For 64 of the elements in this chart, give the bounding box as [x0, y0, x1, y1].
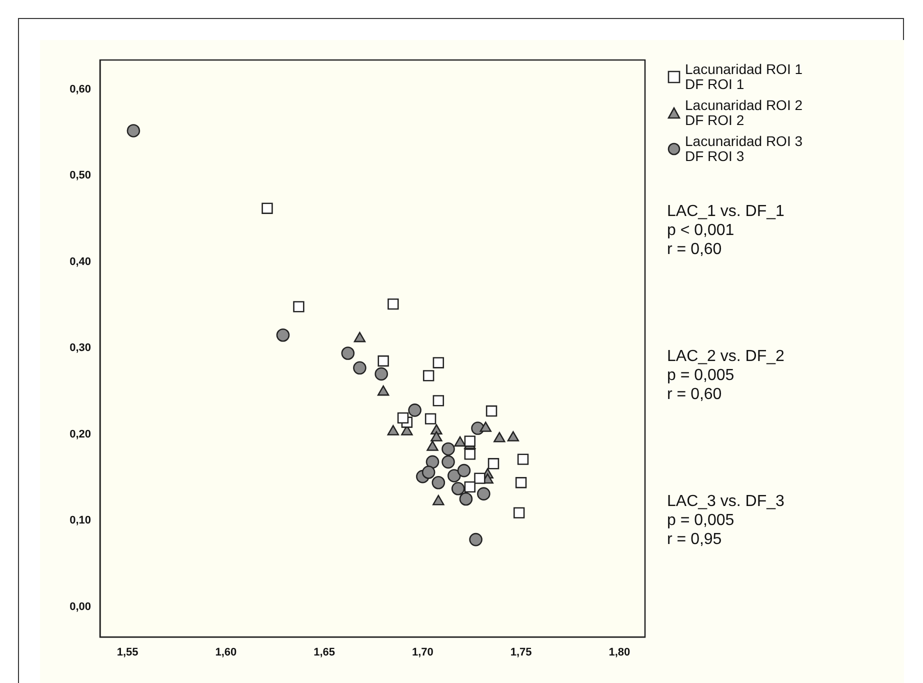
y-tick-label: 0,30	[70, 342, 91, 354]
point	[469, 532, 482, 546]
point	[515, 477, 527, 488]
point	[353, 361, 366, 375]
point	[464, 448, 476, 460]
point	[430, 431, 442, 442]
text: LAC_2 vs. DF_2 p = 0,005 r = 0,60	[667, 347, 784, 405]
point	[477, 487, 490, 500]
x-tick-label: 1,80	[608, 646, 630, 659]
point	[378, 355, 389, 367]
text: LAC_3 vs. DF_3 p = 0,005 r = 0,95	[667, 492, 784, 550]
y-tick-label: 0,20	[70, 428, 91, 440]
x-tick-label: 1,70	[412, 646, 434, 659]
y-tick-label: 0,40	[70, 256, 91, 268]
point	[494, 432, 506, 442]
point	[387, 425, 400, 436]
point	[507, 431, 520, 442]
point	[464, 481, 476, 493]
legend-label: Lacunaridad ROI 1 DF ROI 1	[685, 61, 804, 92]
point	[426, 440, 438, 451]
x-tick-label: 1,75	[510, 646, 532, 659]
point	[432, 395, 444, 406]
point	[442, 442, 455, 456]
point	[442, 455, 455, 469]
x-tick-label: 1,60	[215, 646, 237, 659]
point	[448, 469, 461, 482]
y-tick-label: 0,00	[70, 600, 91, 613]
point	[513, 507, 525, 518]
point	[354, 332, 366, 342]
legend-label: Lacunaridad ROI 3 DF ROI 3	[685, 133, 804, 164]
point	[474, 472, 486, 484]
point	[397, 412, 409, 424]
y-tick-label: 0,10	[70, 514, 91, 527]
point	[422, 466, 436, 479]
point	[276, 328, 290, 342]
point	[424, 413, 436, 424]
point	[388, 298, 399, 310]
point	[432, 357, 444, 368]
x-tick-label: 1,65	[314, 646, 336, 659]
y-tick-label: 0,50	[70, 170, 91, 182]
point	[488, 458, 500, 470]
point	[517, 454, 529, 465]
point	[432, 494, 444, 506]
point	[457, 464, 471, 478]
point	[486, 405, 498, 417]
point	[126, 124, 140, 138]
legend-label: Lacunaridad ROI 2 DF ROI 2	[685, 97, 804, 128]
point	[293, 301, 304, 312]
y-tick-label: 0,60	[70, 83, 91, 96]
point	[464, 436, 476, 447]
point	[459, 492, 473, 506]
point	[422, 370, 434, 382]
point	[480, 422, 492, 432]
point	[426, 455, 440, 469]
point	[341, 346, 355, 360]
x-tick-label: 1,55	[116, 646, 138, 659]
point	[451, 482, 465, 496]
text: LAC_1 vs. DF_1 p < 0,001 r = 0,60	[667, 202, 784, 260]
point	[377, 385, 390, 396]
point	[262, 202, 273, 214]
point	[408, 404, 422, 417]
point	[432, 476, 446, 490]
point	[454, 436, 466, 447]
point	[374, 367, 388, 381]
